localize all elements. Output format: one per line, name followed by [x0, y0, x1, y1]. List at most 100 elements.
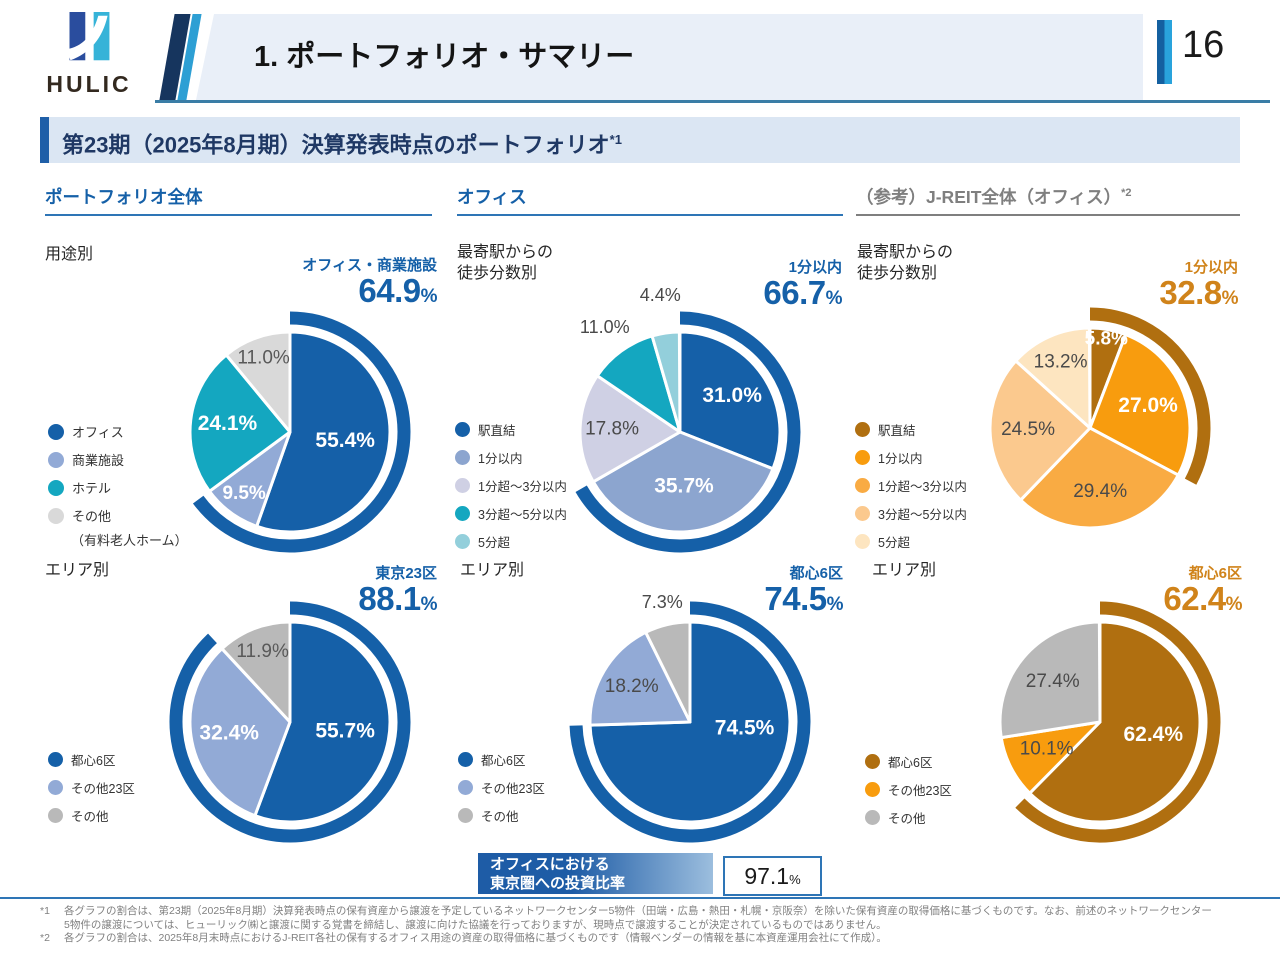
- slice-label: 24.5%: [1001, 419, 1055, 440]
- legend-jreit-station: 駅直結 1分以内 1分超～3分以内 3分超～5分以内 5分超: [855, 420, 967, 551]
- legend-chip-icon: [855, 478, 870, 493]
- section-label-usage: 用途別: [45, 246, 94, 263]
- slice-label: 74.5%: [715, 716, 775, 739]
- legend-item: 1分以内: [855, 448, 967, 467]
- legend-item: 都心6区: [48, 750, 135, 769]
- slice-label: 55.4%: [315, 429, 375, 452]
- legend-label: 1分以内: [878, 452, 923, 466]
- section-label-area-office: エリア別: [460, 562, 525, 579]
- legend-item: その他23区: [865, 780, 952, 799]
- legend-item: その他: [48, 806, 135, 825]
- footnote-marker: [40, 919, 64, 933]
- legend-label: その他23区: [481, 782, 545, 796]
- legend-item: オフィス: [48, 422, 188, 441]
- legend-label: オフィス: [72, 425, 124, 440]
- pie-chart-office-area: 74.5% 18.2% 7.3%: [569, 592, 811, 843]
- slice-label: 18.2%: [605, 676, 659, 697]
- legend-label: 都心6区: [888, 756, 933, 770]
- legend-label: その他23区: [71, 782, 135, 796]
- callout-central6-office: 都心6区 74.5%: [764, 565, 843, 617]
- slice-label: 4.4%: [640, 285, 681, 305]
- callout-office-commercial: オフィス・商業施設 64.9%: [302, 257, 437, 309]
- legend-label: 1分超～3分以内: [878, 480, 967, 494]
- slice-label: 27.0%: [1118, 394, 1178, 417]
- column-header-office: オフィス: [457, 184, 843, 216]
- legend-item: 都心6区: [458, 750, 545, 769]
- legend-chip-icon: [865, 782, 880, 797]
- legend-label: （有料老人ホーム）: [71, 533, 188, 548]
- legend-item: ホテル: [48, 478, 188, 497]
- tokyo-area-investment-value: 97.1%: [723, 856, 822, 896]
- legend-label: 3分超～5分以内: [878, 508, 967, 522]
- legend-chip-icon: [48, 451, 64, 468]
- slice-label: 55.7%: [315, 720, 375, 743]
- pie-chart-office-station-minutes: 31.0% 35.7% 17.8% 11.0% 4.4%: [575, 285, 801, 553]
- legend-item: 駅直結: [455, 420, 567, 439]
- slice-label: 11.9%: [236, 641, 289, 662]
- slice-label: 5.8%: [1085, 329, 1128, 350]
- slice-label: 32.4%: [199, 722, 259, 745]
- slice-label: 17.8%: [585, 418, 639, 439]
- legend-item: 3分超～5分以内: [855, 504, 967, 523]
- legend-item: その他23区: [48, 778, 135, 797]
- legend-label: 駅直結: [878, 424, 916, 438]
- slice-label: 24.1%: [198, 412, 258, 435]
- footnote-text: 各グラフの割合は、2025年8月末時点におけるJ-REIT各社の保有するオフィス…: [64, 932, 887, 944]
- slice-label: 27.4%: [1026, 671, 1080, 692]
- footer-rule: [0, 897, 1280, 899]
- slice-label: 62.4%: [1123, 723, 1183, 746]
- legend-item: その他: [458, 806, 545, 825]
- title-banner: 1. ポートフォリオ・サマリー: [155, 14, 1143, 100]
- legend-item: その他23区: [458, 778, 545, 797]
- slice-label: 7.3%: [642, 592, 683, 612]
- tokyo-area-investment-label: オフィスにおける 東京圏への投資比率: [478, 853, 713, 894]
- legend-chip-icon: [865, 754, 880, 769]
- legend-chip-icon: [48, 780, 63, 795]
- legend-label: その他: [72, 509, 112, 524]
- legend-item: 商業施設: [48, 450, 188, 469]
- legend-item: 3分超～5分以内: [455, 504, 567, 523]
- legend-item: （有料老人ホーム）: [71, 530, 188, 549]
- legend-item: 都心6区: [865, 752, 952, 771]
- footnote: 5物件の譲渡については、ヒューリック㈱と譲渡に関する覚書を締結し、譲渡に向けた協…: [40, 919, 1250, 933]
- legend-chip-icon: [455, 534, 470, 549]
- legend-item: 1分超～3分以内: [455, 476, 567, 495]
- slice-label: 11.0%: [580, 317, 630, 337]
- slice-label: 29.4%: [1073, 481, 1127, 502]
- legend-chip-icon: [855, 506, 870, 521]
- legend-chip-icon: [455, 422, 470, 437]
- footnote: *1 各グラフの割合は、第23期（2025年8月期）決算発表時点の保有資産から譲渡…: [40, 905, 1250, 919]
- legend-chip-icon: [455, 478, 470, 493]
- legend-chip-icon: [458, 780, 473, 795]
- legend-chip-icon: [48, 507, 64, 524]
- footnote-text: 各グラフの割合は、第23期（2025年8月期）決算発表時点の保有資産から譲渡を予…: [64, 905, 1212, 917]
- header-rule: [155, 100, 1270, 103]
- subtitle-bar: 第23期（2025年8月期）決算発表時点のポートフォリオ*1: [40, 117, 1240, 163]
- slice-label: 35.7%: [654, 474, 714, 497]
- legend-label: 3分超～5分以内: [478, 508, 567, 522]
- section-label-office-station: 最寄駅からの 徒歩分数別: [457, 244, 554, 282]
- legend-chip-icon: [455, 506, 470, 521]
- section-label-area-overall: エリア別: [45, 562, 110, 579]
- legend-label: 都心6区: [481, 754, 526, 768]
- section-label-jreit-station: 最寄駅からの 徒歩分数別: [857, 244, 954, 282]
- hulic-logo-icon: [66, 12, 110, 61]
- legend-label: 1分以内: [478, 452, 523, 466]
- legend-chip-icon: [455, 450, 470, 465]
- legend-label: その他: [888, 812, 926, 826]
- footnote-marker: *2: [40, 932, 50, 944]
- hulic-logo-text: HULIC: [46, 71, 132, 97]
- subtitle-note-ref: *1: [609, 132, 622, 147]
- legend-chip-icon: [48, 808, 63, 823]
- legend-label: 5分超: [478, 536, 510, 550]
- column-header-portfolio-overall: ポートフォリオ全体: [45, 184, 432, 216]
- legend-chip-icon: [458, 752, 473, 767]
- legend-label: 商業施設: [72, 453, 125, 468]
- callout-jreit-within1min: 1分以内 32.8%: [1159, 259, 1238, 311]
- legend-jreit-area: 都心6区その他23区その他: [865, 752, 952, 827]
- legend-chip-icon: [855, 450, 870, 465]
- legend-label: その他: [481, 810, 519, 824]
- legend-item: その他: [48, 506, 188, 525]
- legend-chip-icon: [48, 752, 63, 767]
- legend-chip-icon: [865, 810, 880, 825]
